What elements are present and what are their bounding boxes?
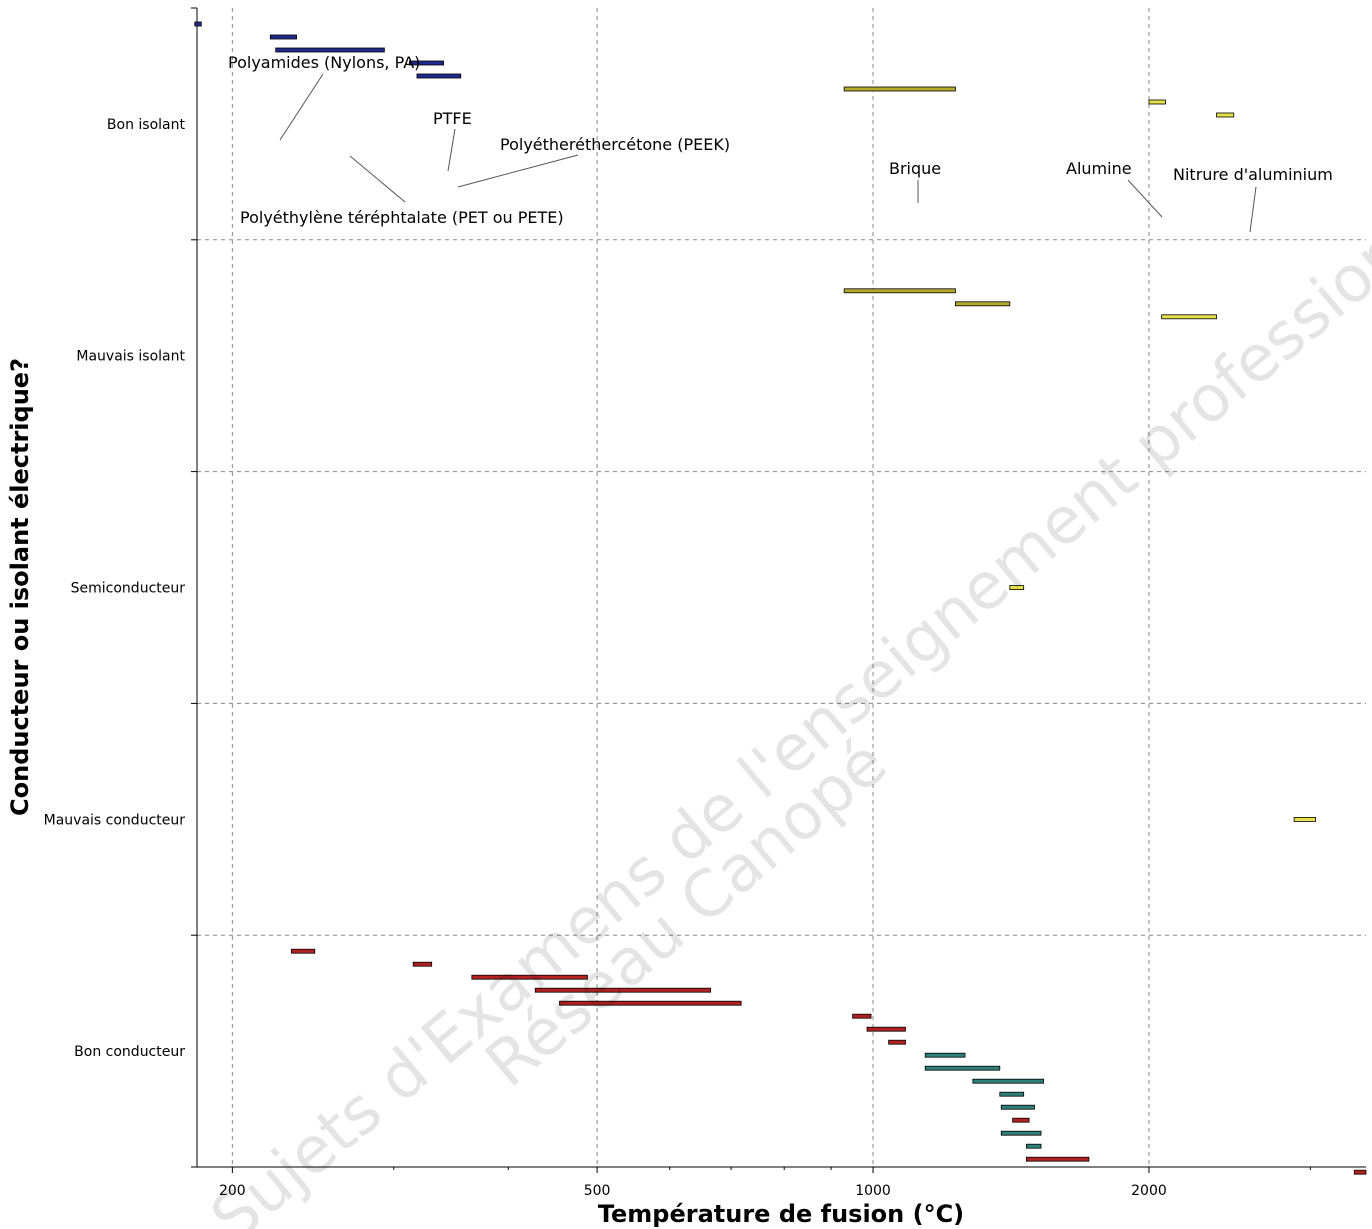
category-labels: Bon isolant Mauvais isolant Semiconducteur… bbox=[44, 117, 186, 1060]
leader-pet bbox=[349, 155, 406, 203]
bar-ceramic_light bbox=[1148, 99, 1166, 105]
x-tick-label: 1000 bbox=[855, 1183, 891, 1199]
leader-peek bbox=[457, 154, 579, 188]
category-label: Mauvais isolant bbox=[76, 349, 185, 365]
annotation-nitrure: Nitrure d'aluminium bbox=[1173, 165, 1333, 184]
bar-metal2 bbox=[924, 1052, 966, 1058]
x-tick-label: 200 bbox=[219, 1183, 246, 1199]
bar-metal2 bbox=[972, 1078, 1045, 1084]
axes bbox=[196, 8, 1366, 1168]
watermark: Sujets d'Examens de l'enseignement profe… bbox=[198, 151, 1372, 1229]
x-tick-label: 500 bbox=[584, 1183, 611, 1199]
bar-metal2 bbox=[924, 1065, 1001, 1071]
bar-metal2 bbox=[999, 1091, 1025, 1097]
bar-ceramic bbox=[843, 86, 956, 92]
category-label: Mauvais conducteur bbox=[44, 812, 186, 828]
watermark-line-1: Sujets d'Examens de l'enseignement profe… bbox=[198, 151, 1372, 1229]
bar-polymer bbox=[269, 34, 297, 40]
grid bbox=[197, 8, 1366, 1167]
bar-metal2 bbox=[1025, 1143, 1042, 1149]
bar-polymer bbox=[194, 21, 202, 27]
bar-metal bbox=[1012, 1117, 1030, 1123]
bar-metal bbox=[559, 1000, 742, 1006]
bar-metal bbox=[471, 974, 588, 980]
bars bbox=[194, 21, 1367, 1175]
y-axis-title: Conducteur ou isolant électrique? bbox=[6, 358, 34, 816]
bar-metal bbox=[852, 1013, 872, 1019]
bar-ceramic_light bbox=[1161, 314, 1217, 320]
annotation-ptfe: PTFE bbox=[433, 109, 472, 128]
bar-polymer bbox=[275, 47, 385, 53]
bar-metal2 bbox=[1000, 1130, 1042, 1136]
leader-ptfe bbox=[447, 128, 456, 172]
x-axis-title: Température de fusion (°C) bbox=[598, 1200, 964, 1228]
bar-ceramic_light bbox=[1216, 112, 1235, 118]
bar-ceramic bbox=[955, 301, 1011, 307]
bar-polymer bbox=[408, 60, 444, 66]
leader-nitrure bbox=[1249, 186, 1257, 233]
bar-ceramic_light bbox=[1293, 817, 1317, 822]
leader-lines bbox=[279, 73, 1257, 233]
bar-metal2 bbox=[1000, 1104, 1035, 1110]
bar-ceramic bbox=[843, 288, 956, 294]
annotation-peek: Polyétheréthercétone (PEEK) bbox=[500, 135, 730, 154]
annotation-polyamides: Polyamides (Nylons, PA) bbox=[228, 53, 420, 72]
category-label: Bon isolant bbox=[107, 117, 186, 133]
bar-metal bbox=[1353, 1169, 1367, 1175]
bar-metal bbox=[534, 987, 712, 993]
leader-alumine bbox=[1127, 179, 1163, 218]
watermark-line-2: Réseau Canopé bbox=[472, 726, 901, 1102]
leader-polyamides bbox=[279, 73, 324, 141]
category-label: Bon conducteur bbox=[74, 1044, 185, 1060]
annotation-brique: Brique bbox=[889, 159, 941, 178]
annotations: Polyamides (Nylons, PA) PTFE Polyétherét… bbox=[228, 53, 1333, 227]
category-label: Semiconducteur bbox=[71, 581, 186, 597]
annotation-alumine: Alumine bbox=[1066, 159, 1132, 178]
bar-metal bbox=[291, 948, 316, 954]
bar-polymer bbox=[416, 73, 462, 79]
annotation-pet: Polyéthylène téréphtalate (PET ou PETE) bbox=[240, 208, 564, 227]
x-tick-label: 2000 bbox=[1131, 1183, 1167, 1199]
bar-metal bbox=[888, 1039, 906, 1045]
bar-ceramic_light bbox=[1009, 585, 1025, 590]
ticks: 200 500 1000 2000 bbox=[191, 7, 1311, 1199]
bar-metal bbox=[866, 1026, 906, 1032]
bar-metal bbox=[1025, 1156, 1090, 1162]
bar-metal bbox=[412, 961, 433, 967]
